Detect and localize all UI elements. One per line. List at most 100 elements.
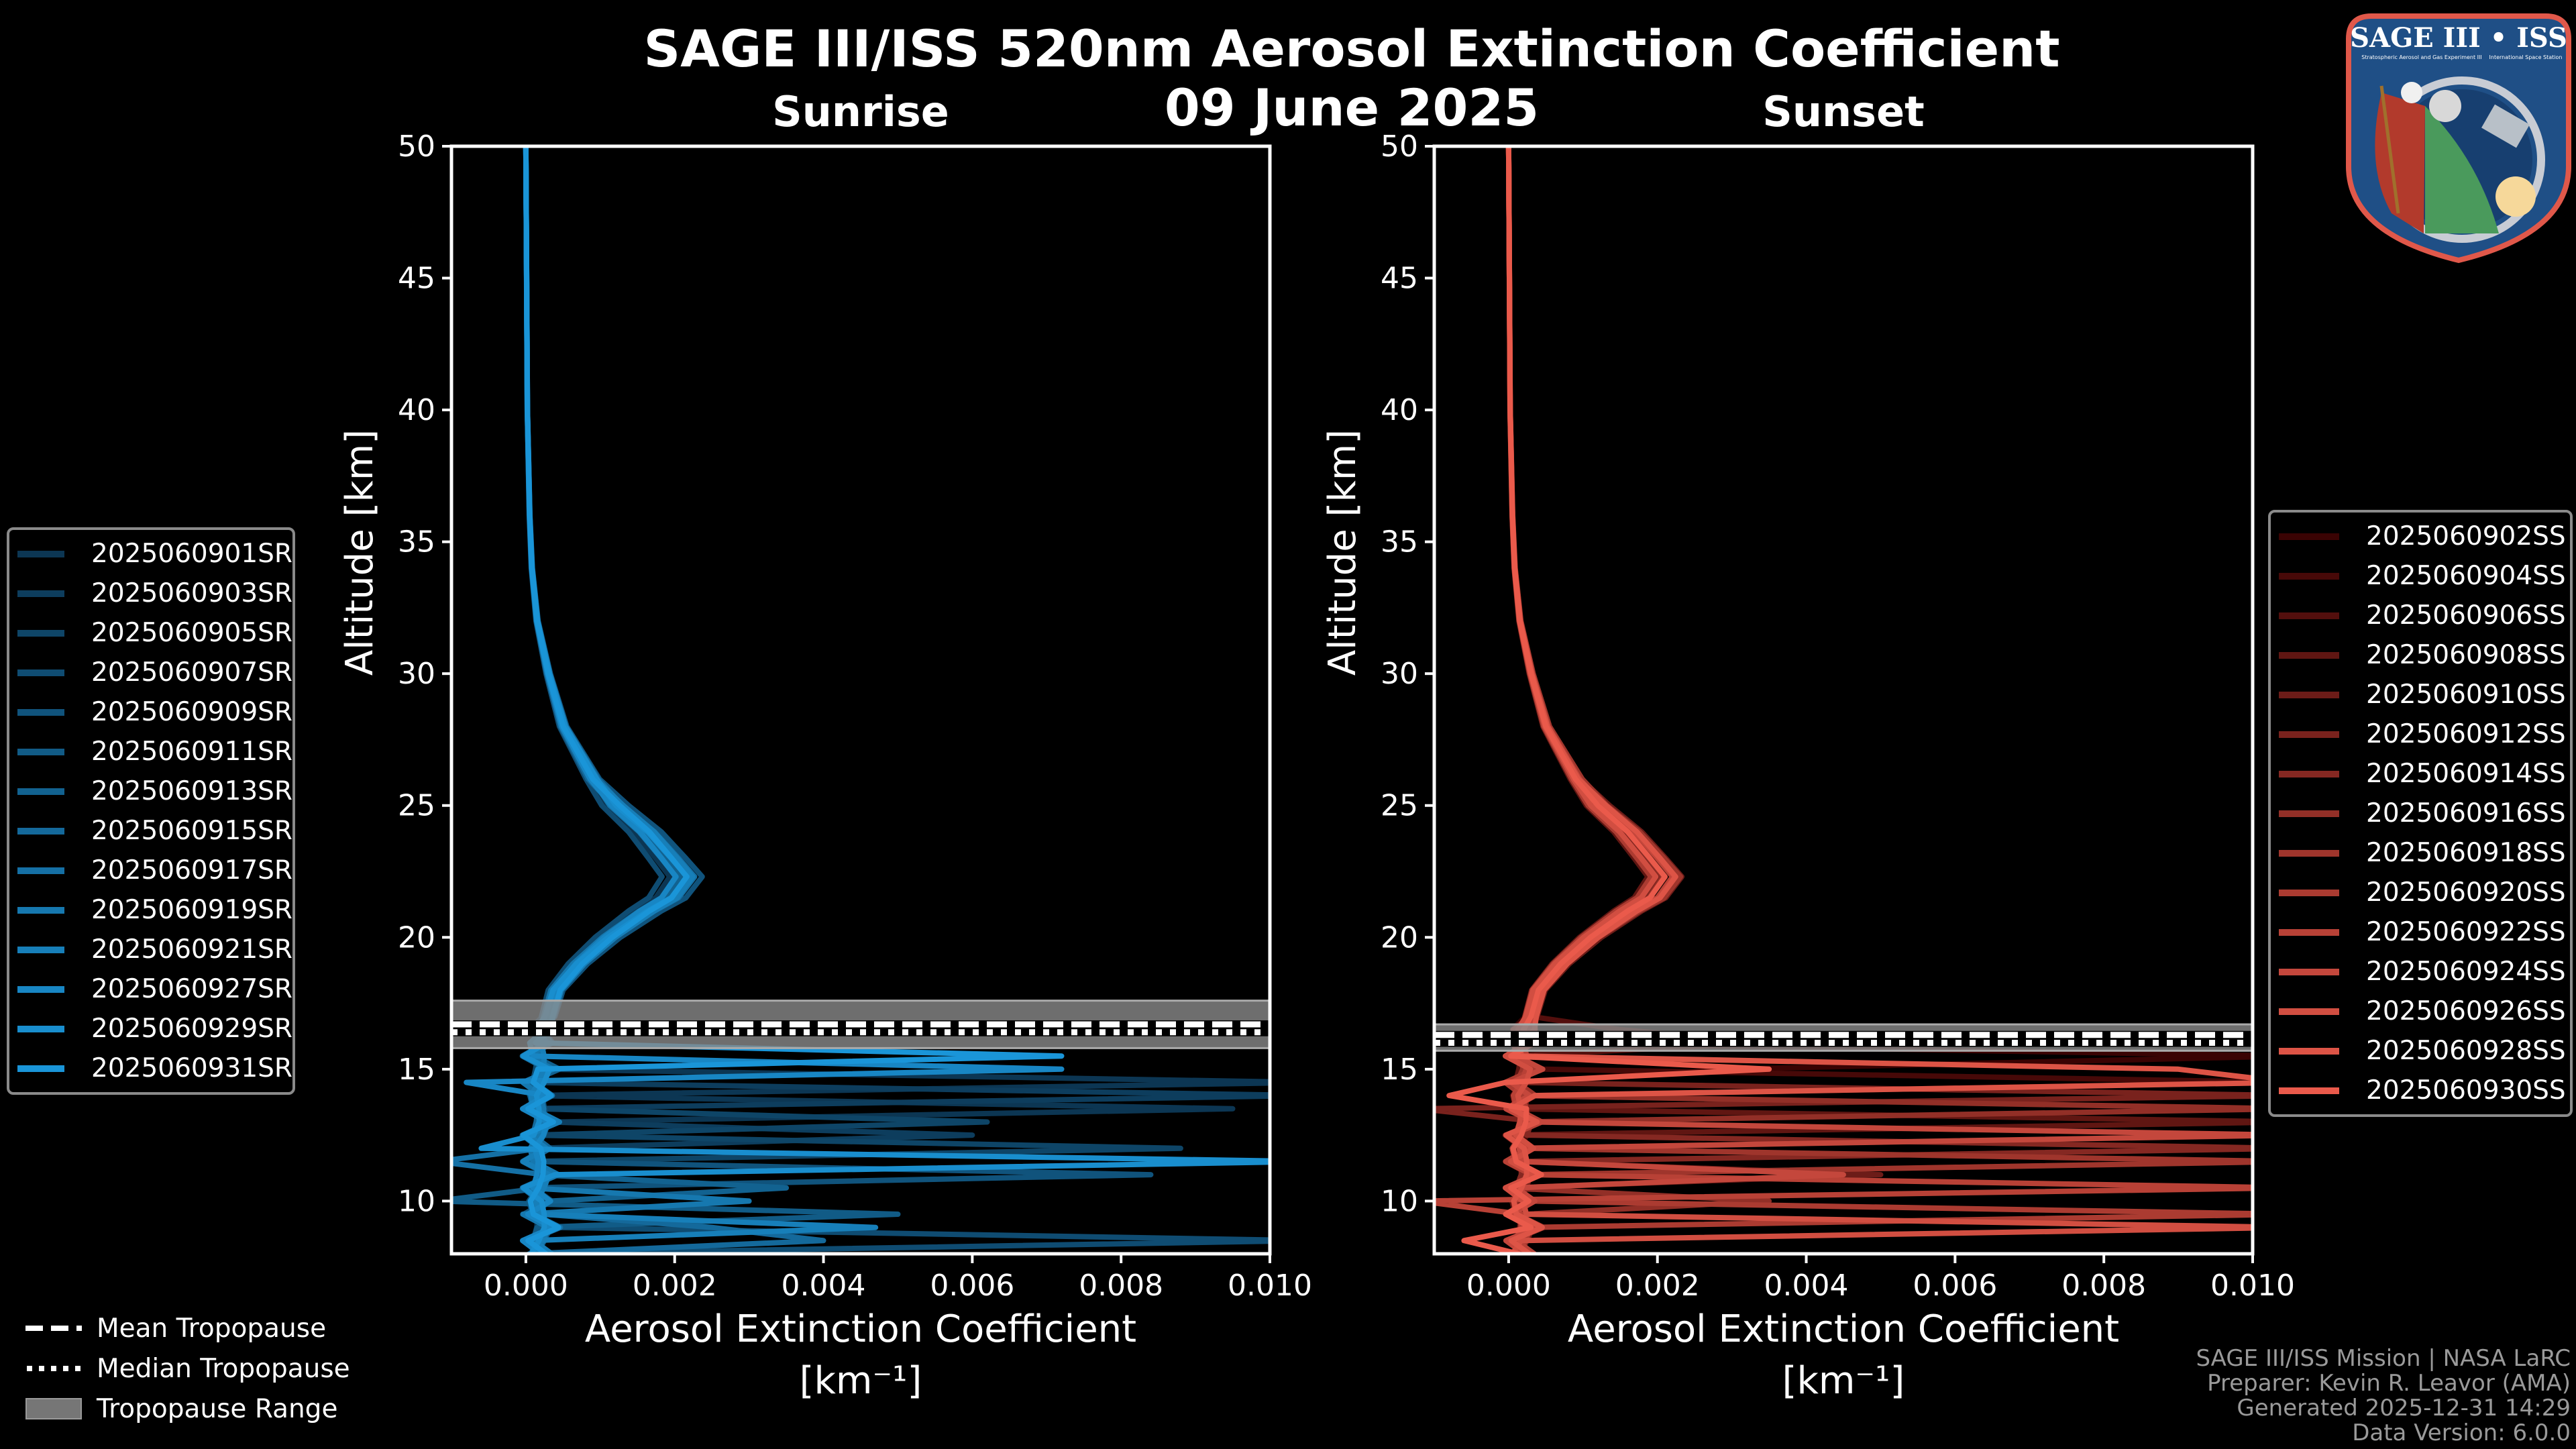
legend-line-swatch bbox=[2279, 1008, 2339, 1015]
legend-line-swatch bbox=[2279, 968, 2339, 975]
x-axis-label: Aerosol Extinction Coefficient bbox=[585, 1307, 1136, 1351]
y-tick-label: 35 bbox=[398, 525, 435, 559]
range-patch-icon bbox=[25, 1398, 82, 1419]
legend-line-swatch bbox=[17, 946, 65, 953]
legend-line-swatch bbox=[2279, 889, 2339, 896]
y-tick-label: 10 bbox=[1381, 1184, 1418, 1218]
legend-entry: 2025060905SR bbox=[9, 613, 292, 653]
footer-version: Data Version: 6.0.0 bbox=[2352, 1419, 2571, 1446]
legend-line-swatch bbox=[17, 629, 65, 637]
mean-tropopause-label: Mean Tropopause bbox=[97, 1313, 327, 1344]
legend-line-swatch bbox=[17, 788, 65, 795]
y-tick-label: 20 bbox=[1381, 920, 1418, 955]
x-tick-label: 0.002 bbox=[633, 1269, 717, 1303]
legend-line-swatch bbox=[17, 708, 65, 716]
legend-entry: 2025060915SR bbox=[9, 811, 292, 851]
legend-entry: 2025060931SR bbox=[9, 1049, 292, 1088]
legend-label: 2025060919SR bbox=[91, 895, 292, 925]
x-tick-label: 0.004 bbox=[782, 1269, 866, 1303]
legend-entry: 2025060921SR bbox=[9, 930, 292, 969]
legend-entry: 2025060929SR bbox=[9, 1009, 292, 1049]
legend-label: 2025060910SS bbox=[2366, 680, 2566, 710]
y-tick-label: 30 bbox=[1381, 657, 1418, 691]
y-tick-label: 45 bbox=[398, 262, 435, 296]
sunrise-panel-title: Sunrise bbox=[772, 87, 949, 136]
legend-label: 2025060929SR bbox=[91, 1014, 292, 1044]
legend-label: 2025060926SS bbox=[2366, 996, 2566, 1026]
legend-line-swatch bbox=[17, 906, 65, 914]
y-tick-label: 25 bbox=[1381, 789, 1418, 823]
y-tick-label: 40 bbox=[398, 393, 435, 427]
x-tick-label: 0.006 bbox=[1913, 1269, 1997, 1303]
tropopause-range-entry: Tropopause Range bbox=[25, 1389, 350, 1429]
legend-entry: 2025060917SR bbox=[9, 851, 292, 890]
legend-line-swatch bbox=[17, 550, 65, 557]
legend-label: 2025060901SR bbox=[91, 539, 292, 569]
legend-label: 2025060916SS bbox=[2366, 798, 2566, 828]
x-tick-label: 0.000 bbox=[1466, 1269, 1551, 1303]
legend-label: 2025060921SR bbox=[91, 934, 292, 965]
legend-line-swatch bbox=[17, 827, 65, 835]
x-tick-label: 0.008 bbox=[2061, 1269, 2146, 1303]
chart-date: 09 June 2025 bbox=[1164, 78, 1540, 138]
legend-label: 2025060922SS bbox=[2366, 917, 2566, 947]
legend-label: 2025060915SR bbox=[91, 816, 292, 846]
legend-label: 2025060911SR bbox=[91, 737, 292, 767]
legend-label: 2025060908SS bbox=[2366, 640, 2566, 670]
x-tick-label: 0.004 bbox=[1764, 1269, 1849, 1303]
footer-preparer: Preparer: Kevin R. Leavor (AMA) bbox=[2207, 1370, 2571, 1397]
legend-label: 2025060930SS bbox=[2366, 1075, 2566, 1106]
y-tick-label: 15 bbox=[398, 1053, 435, 1087]
x-tick-label: 0.002 bbox=[1615, 1269, 1700, 1303]
legend-line-swatch bbox=[2279, 849, 2339, 857]
dotted-line-icon bbox=[27, 1366, 82, 1371]
y-tick-label: 20 bbox=[398, 920, 435, 955]
legend-entry: 2025060916SS bbox=[2271, 794, 2570, 833]
legend-entry: 2025060922SS bbox=[2271, 912, 2570, 952]
legend-entry: 2025060920SS bbox=[2271, 873, 2570, 912]
tropopause-legend: Mean Tropopause Median Tropopause Tropop… bbox=[25, 1308, 350, 1429]
legend-line-swatch bbox=[17, 985, 65, 993]
y-tick-label: 45 bbox=[1381, 262, 1418, 296]
legend-label: 2025060909SR bbox=[91, 697, 292, 727]
svg-text:SAGE III • ISS: SAGE III • ISS bbox=[2350, 22, 2567, 54]
legend-label: 2025060903SR bbox=[91, 578, 292, 608]
legend-label: 2025060904SS bbox=[2366, 561, 2566, 591]
sunset-panel-title: Sunset bbox=[1762, 87, 1925, 136]
legend-line-swatch bbox=[17, 590, 65, 597]
footer-generated: Generated 2025-12-31 14:29 bbox=[2237, 1395, 2571, 1421]
legend-entry: 2025060901SR bbox=[9, 534, 292, 574]
y-axis-label: Altitude [km] bbox=[338, 429, 382, 676]
y-tick-label: 25 bbox=[398, 789, 435, 823]
legend-entry: 2025060930SS bbox=[2271, 1071, 2570, 1110]
legend-line-swatch bbox=[17, 669, 65, 676]
y-tick-label: 15 bbox=[1381, 1053, 1418, 1087]
legend-entry: 2025060902SS bbox=[2271, 517, 2570, 556]
legend-line-swatch bbox=[17, 1025, 65, 1032]
legend-line-swatch bbox=[2279, 731, 2339, 738]
median-tropopause-label: Median Tropopause bbox=[97, 1353, 350, 1384]
legend-entry: 2025060904SS bbox=[2271, 556, 2570, 596]
y-tick-label: 10 bbox=[398, 1184, 435, 1218]
y-tick-label: 50 bbox=[1381, 129, 1418, 164]
legend-line-swatch bbox=[2279, 1087, 2339, 1094]
axes-frame bbox=[449, 144, 1272, 1256]
profile-lines bbox=[1434, 146, 2253, 1254]
sage-iii-iss-mission-logo: SAGE III • ISS Stratospheric Aerosol and… bbox=[2346, 13, 2571, 264]
x-axis-unit: [km⁻¹] bbox=[800, 1359, 922, 1403]
footer-credits: SAGE III/ISS Mission | NASA LaRC Prepare… bbox=[2196, 1346, 2571, 1446]
legend-label: 2025060920SS bbox=[2366, 877, 2566, 908]
legend-entry: 2025060906SS bbox=[2271, 596, 2570, 635]
legend-label: 2025060917SR bbox=[91, 855, 292, 885]
legend-entry: 2025060926SS bbox=[2271, 991, 2570, 1031]
x-axis-unit: [km⁻¹] bbox=[1782, 1359, 1905, 1403]
x-tick-label: 0.010 bbox=[2210, 1269, 2295, 1303]
legend-label: 2025060924SS bbox=[2366, 957, 2566, 987]
legend-label: 2025060905SR bbox=[91, 618, 292, 648]
x-tick-label: 0.000 bbox=[484, 1269, 568, 1303]
svg-text:Stratospheric Aerosol and Gas: Stratospheric Aerosol and Gas Experiment… bbox=[2361, 54, 2481, 60]
y-tick-label: 30 bbox=[398, 657, 435, 691]
sunset-panel: 10 15 20 25 30 35 40 45 50 0.000 0.002 0.004 0.006 0.… bbox=[1321, 129, 2295, 1403]
sunrise-legend: 2025060901SR 2025060903SR 2025060905SR 2025… bbox=[7, 527, 295, 1095]
